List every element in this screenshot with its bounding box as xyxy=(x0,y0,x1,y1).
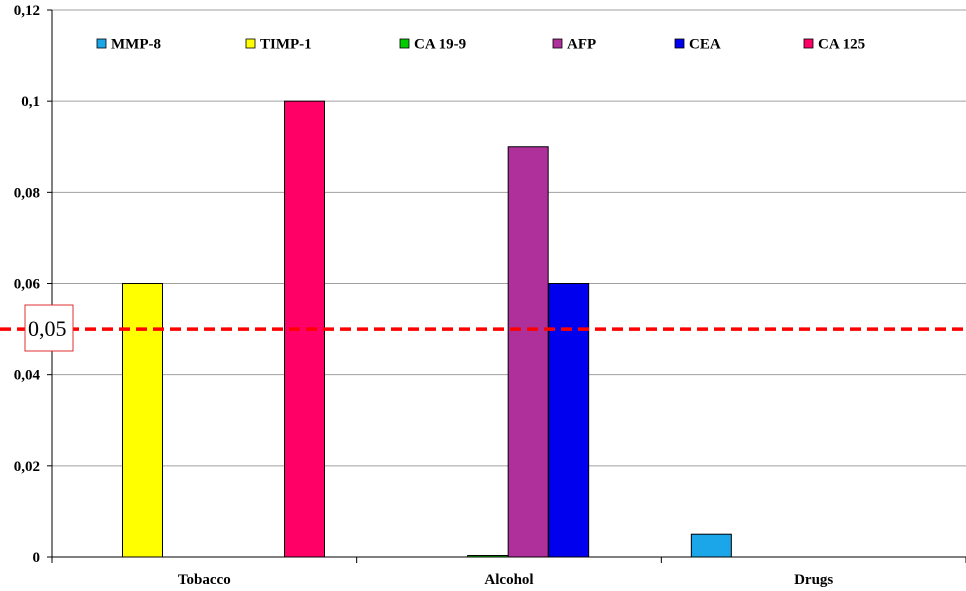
category-label: Alcohol xyxy=(484,572,533,588)
category-label: Tobacco xyxy=(178,572,231,588)
legend-label: CEA xyxy=(689,37,721,53)
legend-label: MMP-8 xyxy=(111,37,161,53)
legend-swatch xyxy=(399,38,410,49)
legend-swatch xyxy=(674,38,685,49)
legend-label: CA 125 xyxy=(818,37,865,53)
bar-ca-19-9 xyxy=(467,555,509,558)
legend-label: CA 19-9 xyxy=(414,37,466,53)
y-tick-label: 0,06 xyxy=(14,277,41,293)
legend-swatch xyxy=(803,38,814,49)
threshold-label-box xyxy=(24,304,74,352)
legend-label: TIMP-1 xyxy=(260,37,312,53)
legend-swatch xyxy=(245,38,256,49)
legend-label: AFP xyxy=(567,37,596,53)
y-tick-label: 0 xyxy=(33,550,41,566)
y-tick-label: 0,04 xyxy=(14,368,41,384)
bar-mmp-8 xyxy=(690,533,732,558)
bar-cea xyxy=(548,283,590,558)
legend-swatch xyxy=(552,38,563,49)
y-tick-label: 0,1 xyxy=(21,94,40,110)
y-tick-label: 0,08 xyxy=(14,185,40,201)
y-tick-label: 0,02 xyxy=(14,459,40,475)
threshold-label: 0,05 xyxy=(28,316,67,341)
category-label: Drugs xyxy=(794,572,833,588)
bar-afp xyxy=(507,146,549,558)
legend-swatch xyxy=(96,38,107,49)
bar-timp-1 xyxy=(122,283,163,558)
y-tick-label: 0,12 xyxy=(14,3,40,19)
